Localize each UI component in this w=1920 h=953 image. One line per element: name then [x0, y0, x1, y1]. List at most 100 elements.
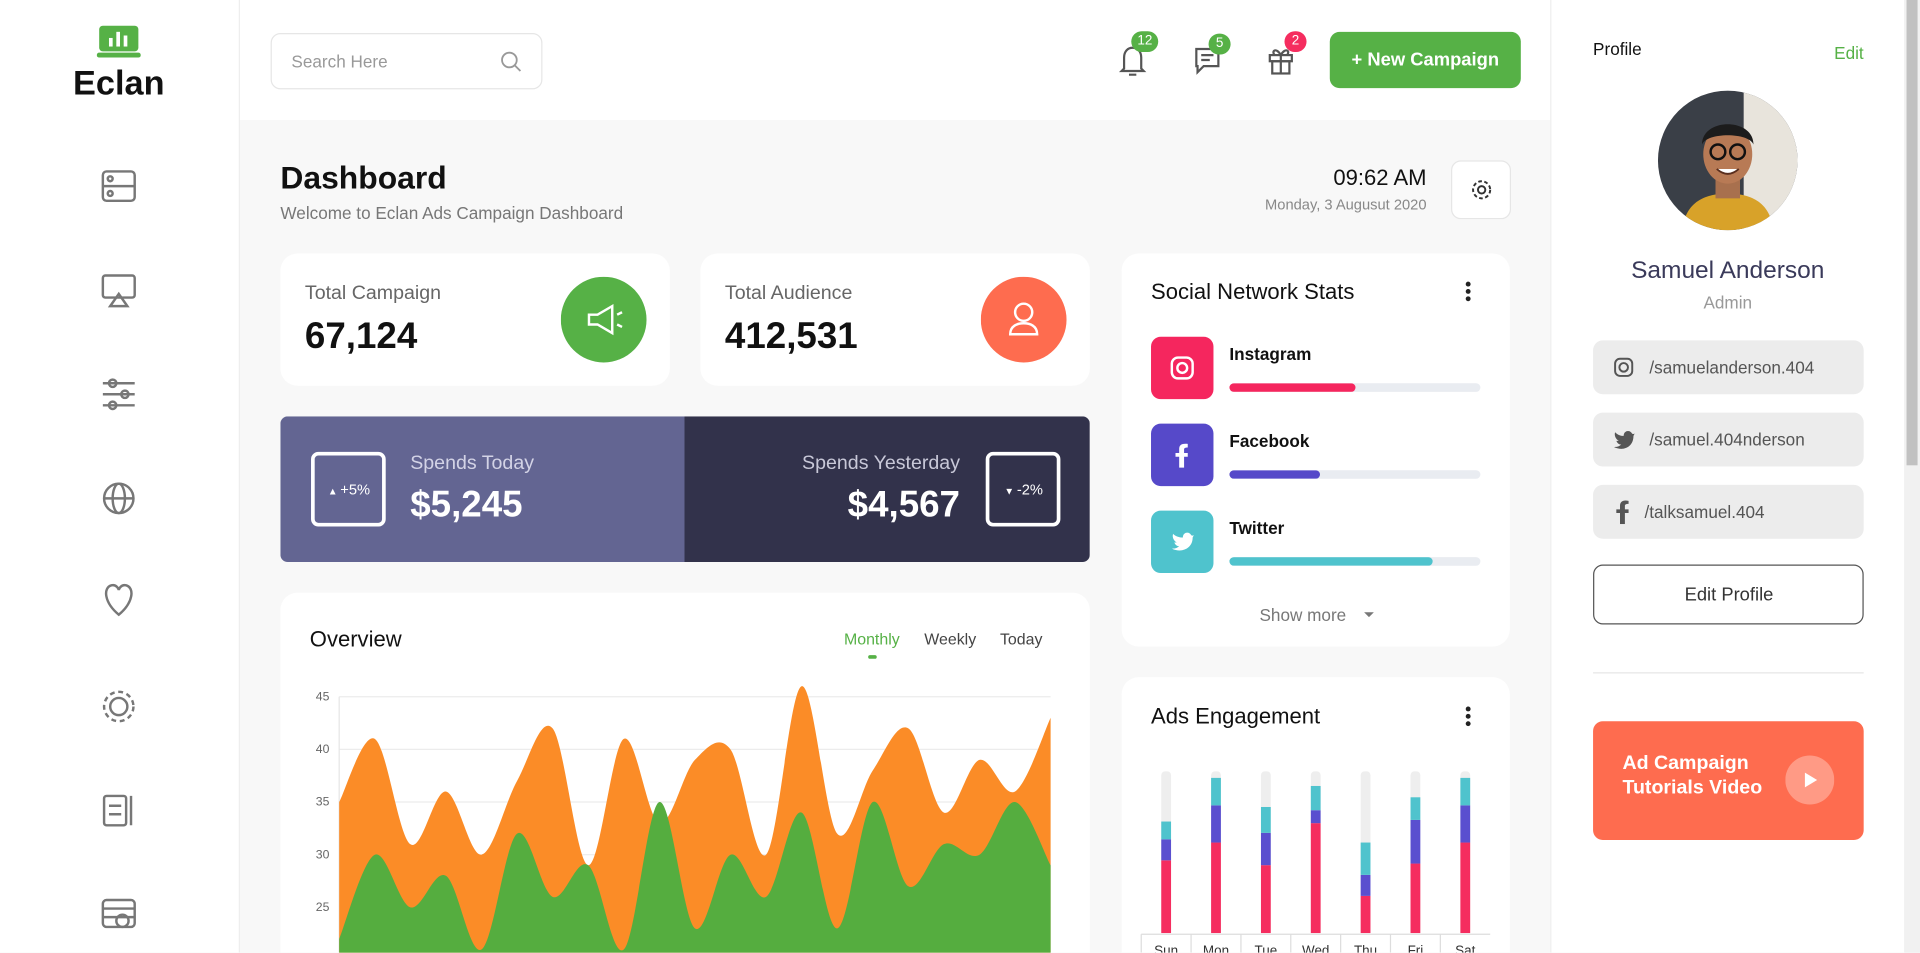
- settings-button[interactable]: [1451, 160, 1512, 220]
- change-label: ▼ -2%: [1004, 482, 1043, 497]
- profile-name: Samuel Anderson: [1631, 257, 1825, 285]
- bar-segment: [1161, 821, 1172, 840]
- progress-track: [1229, 383, 1481, 392]
- bar-segment: [1260, 806, 1271, 833]
- video-card[interactable]: Ad Campaign Tutorials Video: [1593, 721, 1864, 841]
- bar-segment: [1310, 785, 1321, 811]
- x-tick-label: Fri: [1408, 943, 1424, 953]
- icon-glyph: [1171, 532, 1194, 551]
- glyph: [1175, 443, 1188, 468]
- progress-fill: [1229, 470, 1320, 479]
- spends-today: [280, 416, 685, 563]
- avatar: [1657, 90, 1798, 231]
- profile-role: Admin: [1703, 292, 1753, 313]
- social-link[interactable]: /talksamuel.404: [1593, 484, 1864, 539]
- stat-value: 67,124: [304, 315, 418, 357]
- gift-badge: 2: [1284, 31, 1307, 53]
- bar-segment: [1161, 839, 1172, 861]
- icon-glyph: [1170, 356, 1194, 380]
- message-badge: 5: [1208, 33, 1231, 55]
- social-card: Social Network Stats Instagram Facebook Tw…: [1121, 253, 1510, 647]
- ads-chart: Sun Mon Tue Wed Thu Fri Sat: [1140, 771, 1491, 953]
- scrollbar: [1904, 0, 1920, 953]
- bar-segment: [1360, 895, 1371, 934]
- change-value: +5%: [340, 481, 371, 499]
- tab-active[interactable]: Monthly: [843, 630, 900, 649]
- x-tick-label: Mon: [1203, 943, 1229, 953]
- overview-card: Overview Monthly Weekly Today 25 30 35 40 45: [280, 592, 1090, 953]
- social-icon: [1151, 423, 1214, 487]
- logo-icon: [96, 25, 141, 58]
- stat-icon: [980, 276, 1067, 363]
- icon-glyph: [1175, 443, 1188, 468]
- page-title: Dashboard: [280, 159, 447, 196]
- card-title: Ads Engagement: [1151, 704, 1321, 729]
- twitter-icon: [1613, 431, 1635, 449]
- stat-card: Total Campaign 67,124: [280, 253, 670, 386]
- bar-segment: [1410, 797, 1421, 820]
- bar-segment: [1360, 874, 1371, 896]
- social-link[interactable]: /samuelanderson.404: [1593, 340, 1864, 395]
- change-label: ▲ +5%: [328, 482, 370, 497]
- spends-value: $4,567: [847, 484, 961, 526]
- brand: Eclan: [73, 63, 165, 102]
- change-box: ▲ +5%: [311, 451, 386, 527]
- progress-track: [1229, 557, 1481, 566]
- bar-segment: [1310, 823, 1321, 934]
- settings-icon: [1472, 180, 1492, 200]
- button-label: + New Campaign: [1351, 49, 1500, 71]
- scroll-thumb[interactable]: [1906, 0, 1918, 466]
- x-tick-label: Tue: [1255, 943, 1278, 953]
- profile-panel: Profile Edit Samuel Anderson Admin /samu…: [1550, 0, 1906, 953]
- bar-segment: [1410, 819, 1421, 864]
- x-tick-label: Thu: [1354, 943, 1377, 953]
- social-icon: [1151, 510, 1214, 574]
- x-tick-label: Sun: [1154, 943, 1178, 953]
- glyph: [1171, 532, 1194, 551]
- bar-segment: [1260, 865, 1271, 934]
- date: Monday, 3 Augusut 2020: [1265, 195, 1427, 214]
- edit-link[interactable]: Edit: [1834, 42, 1864, 63]
- new-campaign-button[interactable]: + New Campaign: [1329, 31, 1521, 89]
- social-name: Instagram: [1229, 344, 1312, 364]
- card-title: Social Network Stats: [1151, 279, 1355, 304]
- y-tick-label: 30: [316, 847, 330, 861]
- ads-card: Ads Engagement Sun Mon Tue Wed Thu Fri Sat: [1121, 677, 1510, 953]
- bar-segment: [1260, 832, 1271, 866]
- time: 09:62 AM: [1333, 165, 1427, 190]
- sidebar: Eclan: [0, 0, 241, 953]
- nav-icons[interactable]: [98, 159, 140, 943]
- card-title: Overview: [309, 626, 402, 652]
- button-label: Edit Profile: [1684, 584, 1774, 606]
- y-tick-label: 40: [316, 742, 330, 756]
- kebab-menu[interactable]: [1462, 280, 1474, 302]
- down-arrow: ▼: [1004, 486, 1017, 498]
- bar-segment: [1360, 842, 1371, 875]
- area: [339, 802, 1051, 953]
- bar-segment: [1460, 805, 1471, 843]
- kebab-menu[interactable]: [1462, 705, 1474, 727]
- edit-profile-button[interactable]: Edit Profile: [1593, 564, 1864, 625]
- show-more[interactable]: Show more: [1259, 604, 1347, 625]
- stat-card: Total Audience 412,531: [700, 253, 1090, 386]
- up-arrow: ▲: [327, 486, 341, 498]
- stat-label: Total Campaign: [304, 282, 442, 304]
- x-tick-label: Wed: [1302, 943, 1329, 953]
- search-box[interactable]: Search Here: [270, 33, 543, 90]
- change-value: -2%: [1016, 481, 1043, 499]
- link-text: /samuelanderson.404: [1649, 357, 1815, 378]
- spends-yesterday: [684, 416, 1090, 563]
- tab[interactable]: Weekly: [924, 630, 977, 649]
- stat-icon: [560, 276, 647, 363]
- bar-segment: [1410, 863, 1421, 934]
- stat-label: Total Audience: [724, 282, 853, 304]
- bar-segment: [1460, 842, 1471, 934]
- social-link[interactable]: /samuel.404nderson: [1593, 412, 1864, 467]
- tab[interactable]: Today: [999, 630, 1043, 649]
- y-tick-label: 35: [316, 795, 330, 809]
- progress-fill: [1229, 557, 1433, 566]
- page-subtitle: Welcome to Eclan Ads Campaign Dashboard: [280, 203, 624, 223]
- y-tick-label: 45: [316, 689, 330, 703]
- link-text: /talksamuel.404: [1644, 502, 1765, 522]
